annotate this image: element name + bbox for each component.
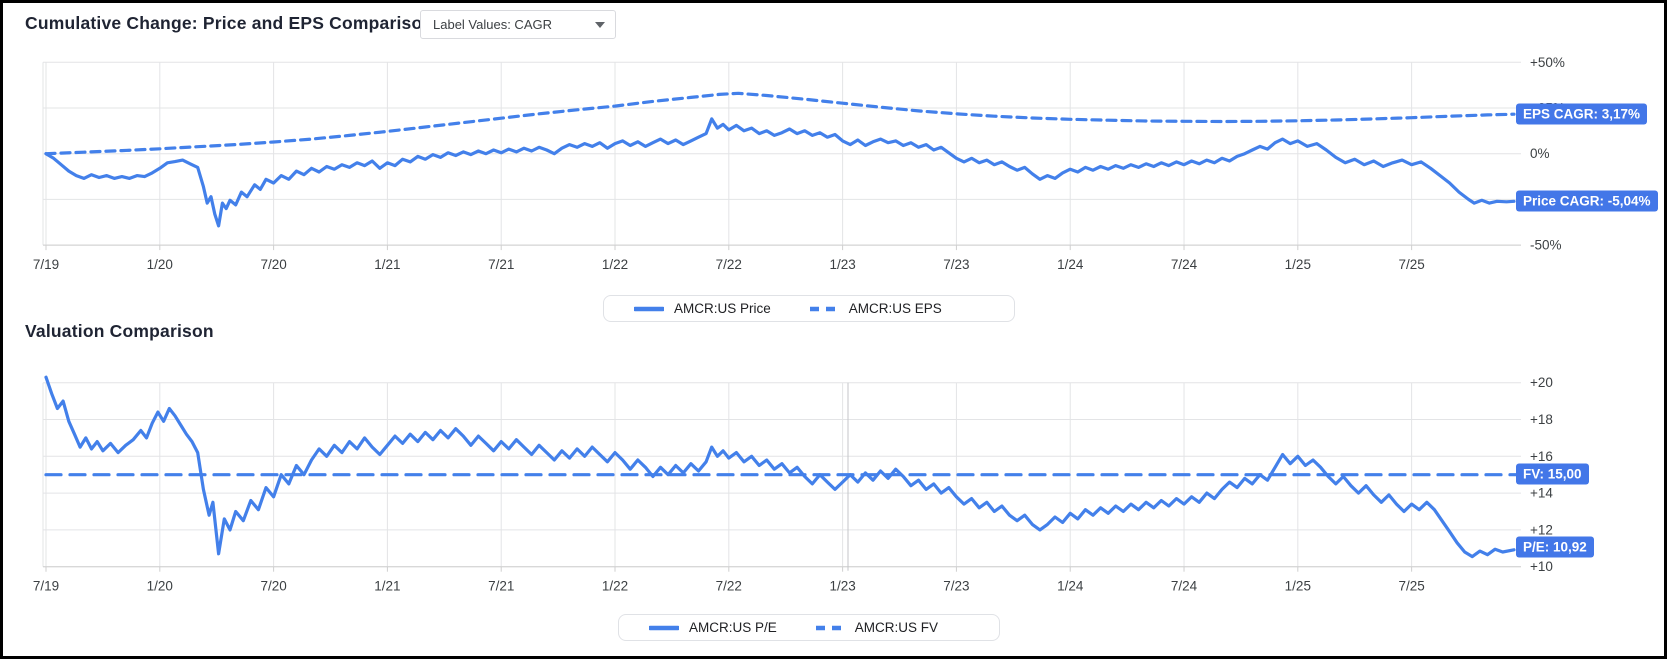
label-values-dropdown-value: Label Values: CAGR xyxy=(433,17,552,32)
x-axis-tick-label: 1/24 xyxy=(1057,579,1084,594)
y-axis-tick-label: +12 xyxy=(1530,522,1553,537)
x-axis-tick-label: 7/22 xyxy=(716,257,742,272)
charts-canvas[interactable]: +50%+25%0%-25%-50%7/191/207/201/217/211/… xyxy=(3,3,1667,659)
x-axis-tick-label: 7/22 xyxy=(716,579,742,594)
solid-line-swatch xyxy=(634,306,664,311)
x-axis-tick-label: 7/20 xyxy=(260,257,286,272)
dashed-line-swatch xyxy=(809,306,838,311)
legend-item-eps[interactable]: AMCR:US EPS xyxy=(809,301,942,316)
x-axis-tick-label: 1/20 xyxy=(147,257,173,272)
x-axis-tick-label: 7/24 xyxy=(1171,579,1198,594)
x-axis-tick-label: 1/20 xyxy=(147,579,173,594)
x-axis-tick-label: 1/23 xyxy=(829,579,855,594)
x-axis-tick-label: 1/24 xyxy=(1057,257,1084,272)
price-cagr-badge: Price CAGR: -5,04% xyxy=(1516,190,1658,212)
legend-label: AMCR:US EPS xyxy=(848,301,942,316)
chart1-title: Cumulative Change: Price and EPS Compari… xyxy=(25,13,434,33)
legend-label: AMCR:US P/E xyxy=(689,620,777,635)
x-axis-tick-label: 1/21 xyxy=(374,579,400,594)
y-axis-tick-label: +50% xyxy=(1530,55,1565,70)
legend-item-pe[interactable]: AMCR:US P/E xyxy=(649,620,777,635)
fv-badge: FV: 15,00 xyxy=(1516,463,1589,485)
legend-label: AMCR:US Price xyxy=(674,301,771,316)
caret-down-icon xyxy=(595,21,605,28)
chart2-title: Valuation Comparison xyxy=(25,321,214,341)
x-axis-tick-label: 1/25 xyxy=(1285,257,1311,272)
y-axis-tick-label: +20 xyxy=(1530,375,1553,390)
series-line-amcr-us-price xyxy=(44,117,1516,228)
x-axis-tick-label: 7/24 xyxy=(1171,257,1198,272)
x-axis-tick-label: 1/22 xyxy=(602,257,628,272)
series-line-amcr-us-p-e xyxy=(44,375,1516,559)
legend-item-price[interactable]: AMCR:US Price xyxy=(634,301,771,316)
legend-item-fv[interactable]: AMCR:US FV xyxy=(815,620,938,635)
x-axis-tick-label: 1/22 xyxy=(602,579,628,594)
x-axis-tick-label: 7/25 xyxy=(1398,579,1424,594)
x-axis-tick-label: 1/21 xyxy=(374,257,400,272)
x-axis-tick-label: 1/25 xyxy=(1285,579,1311,594)
dashed-line-swatch xyxy=(815,625,844,630)
y-axis-tick-label: -50% xyxy=(1530,238,1562,253)
y-axis-tick-label: +10 xyxy=(1530,559,1553,574)
chart2-legend: AMCR:US P/E AMCR:US FV xyxy=(618,614,1000,641)
pe-badge: P/E: 10,92 xyxy=(1516,536,1594,558)
label-values-dropdown[interactable]: Label Values: CAGR xyxy=(420,10,616,39)
x-axis-tick-label: 7/21 xyxy=(488,579,514,594)
y-axis-tick-label: 0% xyxy=(1530,146,1550,161)
x-axis-tick-label: 7/20 xyxy=(260,579,286,594)
eps-cagr-badge: EPS CAGR: 3,17% xyxy=(1516,103,1648,125)
x-axis-tick-label: 7/23 xyxy=(943,257,969,272)
y-axis-tick-label: +16 xyxy=(1530,449,1553,464)
solid-line-swatch xyxy=(649,625,679,630)
x-axis-tick-label: 7/19 xyxy=(33,579,59,594)
legend-label: AMCR:US FV xyxy=(854,620,939,635)
y-axis-tick-label: +14 xyxy=(1530,486,1553,501)
x-axis-tick-label: 7/23 xyxy=(943,579,969,594)
y-axis-tick-label: +18 xyxy=(1530,412,1553,427)
x-axis-tick-label: 1/23 xyxy=(829,257,855,272)
chart1-legend: AMCR:US Price AMCR:US EPS xyxy=(603,295,1015,322)
x-axis-tick-label: 7/19 xyxy=(33,257,59,272)
series-line-amcr-us-eps xyxy=(44,91,1516,156)
x-axis-tick-label: 7/25 xyxy=(1398,257,1424,272)
x-axis-tick-label: 7/21 xyxy=(488,257,514,272)
